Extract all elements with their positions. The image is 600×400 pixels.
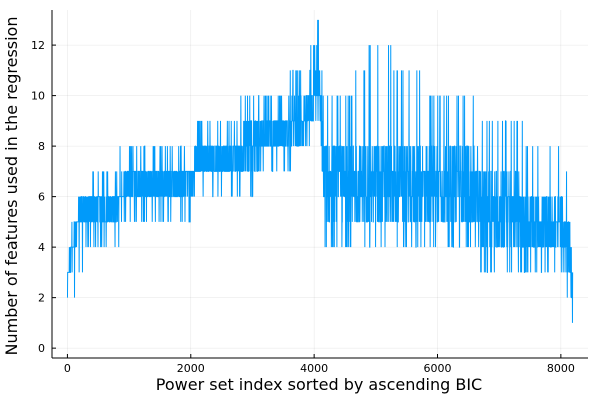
x-tick-label: 8000 — [547, 362, 575, 375]
y-tick-label: 4 — [38, 241, 45, 254]
y-ticks: 0 2 4 6 8 10 12 — [31, 39, 56, 355]
x-tick-label: 2000 — [177, 362, 205, 375]
y-tick-label: 12 — [31, 39, 45, 52]
plot-series — [66, 19, 574, 323]
y-tick-label: 2 — [38, 292, 45, 305]
x-ticks: 0 2000 4000 6000 8000 — [64, 354, 575, 375]
x-tick-label: 4000 — [300, 362, 328, 375]
y-tick-label: 8 — [38, 140, 45, 153]
plot-frame — [51, 10, 588, 359]
y-tick-label: 6 — [38, 191, 45, 204]
y-axis-title: Number of features used in the regressio… — [2, 17, 21, 356]
y-tick-label: 10 — [31, 90, 45, 103]
x-tick-label: 0 — [64, 362, 71, 375]
x-axis-title: Power set index sorted by ascending BIC — [156, 375, 482, 394]
series-line — [66, 19, 574, 323]
x-tick-label: 6000 — [424, 362, 452, 375]
y-tick-label: 0 — [38, 342, 45, 355]
